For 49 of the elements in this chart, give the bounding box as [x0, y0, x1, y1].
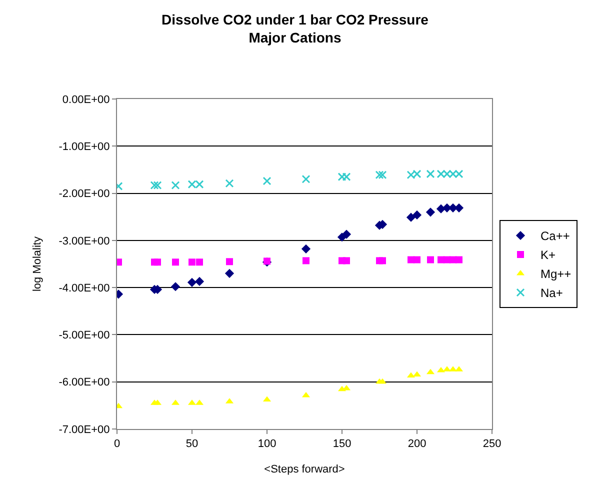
point	[302, 174, 310, 184]
x-axis-title: <Steps forward>	[264, 463, 345, 476]
point	[153, 181, 162, 190]
y-tick-label: -1.00E+00	[58, 140, 110, 153]
point	[196, 258, 203, 266]
y-tick-label: -6.00E+00	[58, 376, 110, 389]
legend-label: Ca++	[540, 229, 570, 244]
x-tick-label: 200	[408, 438, 426, 450]
point	[226, 258, 233, 266]
x-tick-label: 150	[332, 438, 352, 450]
point	[225, 179, 234, 188]
point	[343, 257, 350, 264]
point	[456, 256, 462, 264]
point	[406, 212, 416, 222]
point	[378, 170, 387, 180]
point	[150, 181, 159, 190]
point	[172, 258, 179, 266]
point	[375, 170, 384, 180]
point	[379, 257, 386, 264]
point	[188, 258, 196, 266]
point	[412, 210, 422, 220]
point	[154, 258, 161, 266]
y-tick-label: -2.00E+00	[58, 188, 110, 200]
point	[224, 268, 234, 278]
legend-label: Na+	[540, 286, 563, 300]
x-tick-label: 250	[482, 438, 502, 450]
x-tick-label: 50	[186, 438, 198, 450]
point	[302, 257, 310, 264]
y-tick-label: -4.00E+00	[58, 282, 110, 294]
y-tick-label: -3.00E+00	[58, 235, 110, 248]
chart-title: Dissolve CO2 under 1 bar CO2 Pressure Major Cations	[162, 12, 429, 46]
y-axis-title: log Molality	[31, 236, 44, 292]
legend-label: Mg++	[540, 267, 572, 282]
point	[170, 282, 180, 292]
point	[426, 208, 436, 217]
point	[414, 256, 420, 264]
x-tick-label: 100	[258, 438, 276, 450]
point	[301, 244, 311, 254]
point	[194, 276, 204, 286]
point	[187, 278, 197, 287]
point	[262, 176, 272, 186]
point	[342, 230, 352, 239]
legend-label: K+	[540, 248, 556, 262]
point	[427, 256, 434, 264]
point	[171, 181, 180, 190]
y-tick-label: 0.00E+00	[62, 94, 110, 106]
x-tick-label: 0	[114, 438, 120, 450]
y-tick-label: -7.00E+00	[58, 424, 110, 436]
y-tick-label: -5.00E+00	[58, 330, 110, 342]
